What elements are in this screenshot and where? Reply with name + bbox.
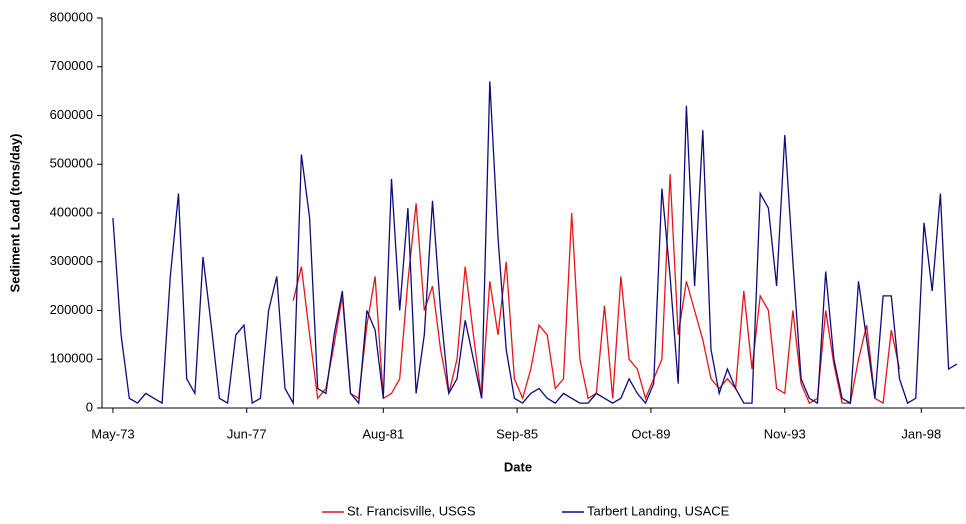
x-tick-label: May-73 — [91, 426, 134, 441]
y-tick-label: 300000 — [50, 253, 93, 268]
y-axis-title: Sediment Load (tons/day) — [7, 134, 22, 293]
x-tick-label: Jan-98 — [901, 426, 941, 441]
x-tick-label: Sep-85 — [496, 426, 538, 441]
y-tick-label: 200000 — [50, 302, 93, 317]
x-tick-label: Aug-81 — [362, 426, 404, 441]
series-line — [112, 81, 958, 406]
x-axis-title: Date — [504, 459, 532, 474]
y-tick-label: 700000 — [50, 58, 93, 73]
y-tick-label: 0 — [86, 399, 93, 414]
y-tick-label: 500000 — [50, 156, 93, 171]
y-tick-label: 100000 — [50, 351, 93, 366]
y-tick-label: 600000 — [50, 107, 93, 122]
y-tick-label: 400000 — [50, 204, 93, 219]
legend-label: St. Francisville, USGS — [347, 503, 476, 518]
x-tick-label: Oct-89 — [631, 426, 670, 441]
x-tick-label: Nov-93 — [764, 426, 806, 441]
y-tick-label: 800000 — [50, 9, 93, 24]
x-tick-label: Jun-77 — [227, 426, 267, 441]
legend-label: Tarbert Landing, USACE — [587, 503, 730, 518]
